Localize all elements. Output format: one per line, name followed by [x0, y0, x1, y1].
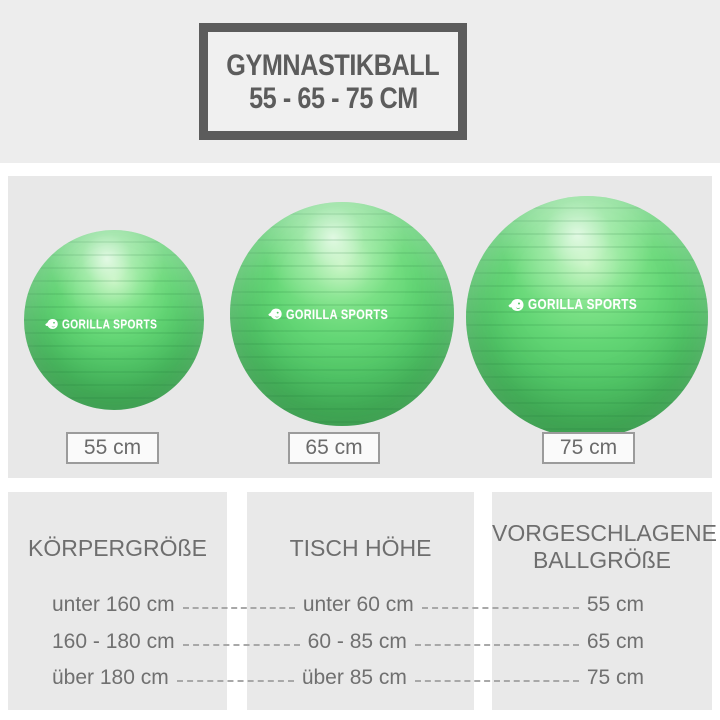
dashed-connector [421, 607, 579, 609]
product-title: GYMNASTIKBALL [226, 48, 440, 82]
gym-ball-55cm: GORILLA SPORTS [24, 230, 204, 410]
gorilla-icon [508, 298, 524, 311]
header-section: GYMNASTIKBALL 55 - 65 - 75 CM [0, 0, 720, 163]
column-suggested-ball-size: VORGESCHLAGENE BALLGRÖßE [492, 492, 717, 710]
brand-logo-text: GORILLA SPORTS [527, 296, 637, 314]
ball-size-value: 75 cm [586, 666, 644, 689]
size-label-75cm: 75 cm [542, 432, 635, 464]
gym-ball-65cm: GORILLA SPORTS [230, 202, 454, 426]
column-header-line: BALLGRÖßE [532, 547, 672, 573]
ball-size-value: 65 cm [586, 630, 644, 653]
title-box: GYMNASTIKBALL 55 - 65 - 75 CM [199, 23, 467, 140]
dashed-connector [182, 607, 295, 609]
size-label-text: 55 cm [83, 436, 142, 459]
ball-comparison-section: GORILLA SPORTS GORILLA SPORTS GO [8, 176, 712, 478]
table-row: unter 160 cm unter 60 cm 55 cm [8, 592, 712, 618]
brand-logo-text: GORILLA SPORTS [286, 306, 389, 322]
size-table-section: KÖRPERGRÖßE TISCH HÖHE VORGESCHLAGENE BA… [0, 492, 720, 710]
body-height-value: unter 160 cm [52, 593, 175, 616]
column-header-body-height: KÖRPERGRÖßE [28, 535, 207, 561]
table-row: über 180 cm über 85 cm 75 cm [8, 665, 712, 691]
gorilla-icon [45, 318, 58, 329]
table-height-value: unter 60 cm [302, 593, 414, 616]
body-height-value: 160 - 180 cm [52, 630, 175, 653]
column-header-suggested-ball-size: VORGESCHLAGENE BALLGRÖßE [492, 520, 717, 574]
ball-size-value: 55 cm [586, 593, 645, 616]
body-height-value: über 180 cm [52, 666, 169, 689]
table-height-value: 60 - 85 cm [307, 630, 407, 653]
dashed-connector [182, 644, 300, 646]
gorilla-icon [268, 308, 282, 320]
brand-logo: GORILLA SPORTS [24, 316, 204, 331]
size-label-65cm: 65 cm [288, 432, 380, 464]
column-table-height: TISCH HÖHE [247, 492, 474, 710]
dashed-connector [414, 644, 579, 646]
dashed-connector [414, 680, 579, 682]
column-header-table-height: TISCH HÖHE [289, 535, 432, 561]
gym-ball-75cm: GORILLA SPORTS [466, 196, 708, 438]
column-body-height: KÖRPERGRÖßE [8, 492, 227, 710]
table-row: 160 - 180 cm 60 - 85 cm 65 cm [8, 629, 712, 655]
column-header-line: VORGESCHLAGENE [492, 520, 717, 546]
brand-logo: GORILLA SPORTS [230, 306, 454, 322]
size-label-55cm: 55 cm [66, 432, 159, 464]
size-label-text: 65 cm [305, 436, 363, 459]
size-label-text: 75 cm [559, 436, 618, 459]
brand-logo: GORILLA SPORTS [466, 296, 708, 314]
brand-logo-text: GORILLA SPORTS [61, 316, 158, 332]
product-sizes-subtitle: 55 - 65 - 75 CM [248, 81, 418, 115]
table-height-value: über 85 cm [301, 666, 407, 689]
dashed-connector [176, 680, 294, 682]
